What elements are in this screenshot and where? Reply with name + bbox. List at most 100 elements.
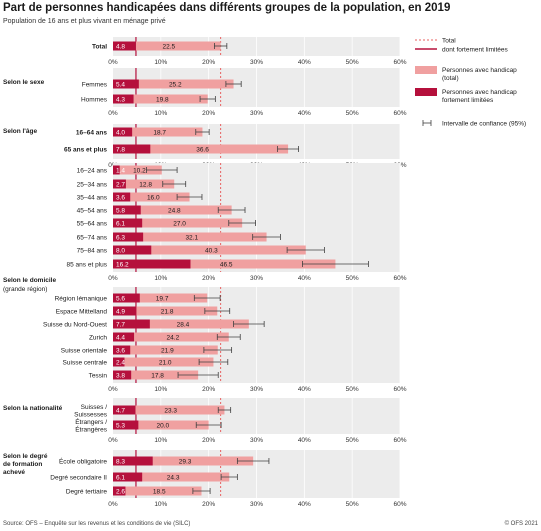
data-label-total: 19.8 (156, 97, 169, 104)
data-label-total: 18.7 (153, 130, 166, 137)
group-subheading: (grande région) (3, 286, 47, 293)
row-label: 65 ans et plus (64, 147, 107, 154)
data-label-total: 24.8 (168, 208, 181, 215)
x-tick-label: 10% (154, 275, 167, 282)
confidence-interval (302, 261, 369, 267)
bar-total (113, 293, 208, 303)
data-label-strong: 4.8 (116, 44, 125, 51)
row-label: Étrangers / (75, 417, 107, 426)
x-tick-label: 20% (202, 501, 215, 508)
source-note: Source: OFS – Enquête sur les revenus et… (3, 521, 191, 527)
row-label: Zurich (89, 335, 107, 342)
bar-total (113, 179, 175, 189)
row-label: 16–24 ans (77, 168, 108, 175)
row-label: Espace Mittelland (56, 309, 108, 316)
confidence-interval (252, 234, 281, 240)
bar-strong (113, 306, 137, 316)
chart-title: Part de personnes handicapées dans diffé… (3, 2, 451, 14)
data-label-total: 17.8 (151, 373, 164, 380)
legend-strong-line-label: dont fortement limitées (442, 47, 509, 54)
bar-strong (113, 472, 143, 482)
row-label: École obligatoire (59, 457, 107, 466)
data-label-strong: 2.7 (116, 182, 125, 189)
x-tick-label: 40% (298, 501, 311, 508)
group-heading: Selon l'âge (3, 128, 37, 135)
bar-strong (113, 165, 120, 175)
row-label: 16–64 ans (76, 130, 107, 137)
bar-total (113, 370, 199, 380)
x-tick-label: 20% (202, 59, 215, 66)
row-label: Suisse du Nord-Ouest (43, 322, 107, 329)
bar-strong (113, 192, 131, 202)
x-tick-label: 0% (108, 386, 118, 393)
row-label: Total (92, 44, 107, 51)
row-label: Degré tertiaire (66, 489, 108, 496)
confidence-interval (193, 295, 221, 301)
x-tick-label: 50% (346, 437, 359, 444)
x-tick-label: 50% (346, 59, 359, 66)
bar-total (113, 165, 162, 175)
row-label: Tessin (89, 373, 108, 380)
data-label-strong: 6.1 (116, 475, 125, 482)
x-tick-label: 50% (346, 110, 359, 117)
data-label-total: 29.3 (179, 459, 192, 466)
data-label-strong: 5.8 (116, 208, 125, 215)
data-label-total: 22.5 (162, 44, 175, 51)
chart-subtitle: Population de 16 ans et plus vivant en m… (3, 18, 166, 25)
x-tick-label: 0% (108, 59, 118, 66)
x-tick-label: 60% (393, 501, 406, 508)
bar-strong (113, 232, 144, 242)
bar-total (113, 41, 221, 51)
row-label: 45–54 ans (77, 208, 108, 215)
data-label-strong: 4.4 (116, 335, 125, 342)
bar-total (113, 345, 218, 355)
row-label: 75–84 ans (77, 248, 108, 255)
x-tick-label: 20% (202, 386, 215, 393)
confidence-interval (233, 321, 265, 327)
bar-strong (113, 420, 139, 430)
row-label: 35–44 ans (77, 195, 108, 202)
legend-total-line-label: Total (442, 38, 456, 45)
data-label-strong: 3.6 (116, 348, 125, 355)
bar-total (113, 218, 243, 228)
bar-total (113, 486, 202, 496)
bar-total (113, 405, 225, 415)
bar-total (113, 245, 306, 255)
confidence-interval (217, 207, 246, 213)
x-tick-label: 0% (108, 110, 118, 117)
confidence-interval (214, 43, 228, 49)
confidence-interval (217, 407, 232, 413)
group-heading: Selon le domicile (3, 277, 56, 284)
bar-total (113, 127, 203, 137)
row-label: 25–34 ans (77, 182, 108, 189)
bar-total (113, 420, 209, 430)
data-label-total: 24.3 (167, 475, 180, 482)
x-tick-label: 30% (250, 110, 263, 117)
confidence-interval (203, 347, 233, 353)
data-label-total: 20.0 (157, 423, 170, 430)
x-tick-label: 40% (298, 275, 311, 282)
data-label-strong: 6.1 (116, 221, 125, 228)
x-tick-label: 10% (154, 437, 167, 444)
row-label: Suisse orientale (61, 348, 108, 355)
bar-total (113, 259, 336, 269)
x-tick-label: 0% (108, 501, 118, 508)
x-tick-label: 60% (393, 110, 406, 117)
confidence-interval (192, 488, 211, 494)
data-label-total: 40.3 (205, 248, 218, 255)
group-heading: achevé (3, 469, 25, 476)
row-label: Suisses / (81, 404, 108, 411)
x-tick-label: 10% (154, 501, 167, 508)
x-tick-label: 30% (250, 275, 263, 282)
bar-strong (113, 456, 153, 466)
x-tick-label: 40% (298, 386, 311, 393)
bar-strong (113, 245, 152, 255)
bar-strong (113, 127, 133, 137)
row-label: 55–64 ans (77, 221, 108, 228)
data-label-strong: 16.2 (116, 262, 129, 269)
confidence-interval (216, 334, 241, 340)
confidence-interval (236, 458, 270, 464)
data-label-strong: 3.6 (116, 195, 125, 202)
data-label-strong: 4.9 (116, 309, 125, 316)
data-label-strong: 5.3 (116, 423, 125, 430)
